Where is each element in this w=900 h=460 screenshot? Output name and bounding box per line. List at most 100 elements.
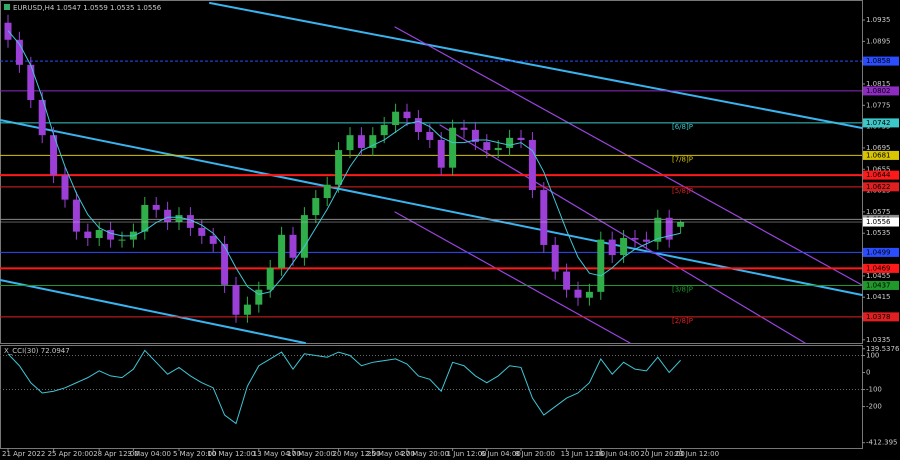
candle-body <box>631 238 639 240</box>
candle-body <box>392 111 400 126</box>
y-tick-label: 1.0335 <box>866 336 891 344</box>
level-tag: [6/8]P <box>672 123 693 131</box>
candle-body <box>574 289 582 298</box>
candle-body <box>38 99 46 136</box>
candle-body <box>289 234 297 258</box>
y-tick-label: 1.0935 <box>866 16 891 24</box>
candle-body <box>346 135 354 151</box>
level-price-label: 1.0644 <box>866 171 891 179</box>
level-price-label: 1.0499 <box>866 248 891 256</box>
x-tick-label: 16 Jun 04:00 <box>595 450 639 458</box>
x-tick-label: 5 May 20:00 <box>173 450 217 458</box>
candle-body <box>221 243 229 285</box>
candle-body <box>449 127 457 168</box>
candle-body <box>152 204 160 210</box>
y-tick-label: 1.0895 <box>866 37 891 45</box>
level-price-box <box>863 263 899 273</box>
y-tick-label: -100 <box>866 386 882 394</box>
candle-body <box>585 291 593 298</box>
x-tick-label: 1 Jun 12:00 <box>447 450 487 458</box>
cci-panel-frame <box>0 345 863 449</box>
candle-body <box>471 129 479 143</box>
x-tick-label: 8 Jun 20:00 <box>515 450 555 458</box>
candle-body <box>118 239 126 241</box>
level-price-label: 1.0378 <box>866 313 891 321</box>
y-tick-label: 139.5376 <box>866 345 900 353</box>
candle-body <box>460 127 468 130</box>
candle-body <box>426 131 434 140</box>
x-tick-label: 25 May 04:00 <box>367 450 415 458</box>
level-price-label: 1.0437 <box>866 281 891 289</box>
trend-line <box>0 279 306 344</box>
y-tick-label: 1.0695 <box>866 144 891 152</box>
level-price-label: 1.0681 <box>866 151 891 159</box>
candle-body <box>300 215 308 258</box>
channel-line <box>394 211 631 344</box>
candle-body <box>494 147 502 151</box>
candle-body <box>437 139 445 168</box>
candle-body <box>506 137 514 148</box>
level-price-box <box>863 150 899 160</box>
candle-body <box>198 227 206 236</box>
candle-body <box>255 289 263 305</box>
x-tick-label: 20 Jun 20:00 <box>640 450 684 458</box>
level-price-box <box>863 280 899 290</box>
y-tick-label: 1.0775 <box>866 101 891 109</box>
cci-line <box>7 349 681 425</box>
x-tick-label: 13 May 04:00 <box>253 450 301 458</box>
level-price-box <box>863 170 899 180</box>
cci-header: X_CCI(30) 72.0947 <box>4 347 70 355</box>
symbol: EURUSD,H4 <box>13 4 55 12</box>
header-close: 1.0556 <box>137 4 162 12</box>
candle-body <box>414 118 422 132</box>
candle-body <box>483 142 491 151</box>
level-price-label: 1.0742 <box>866 119 891 127</box>
moving-average <box>7 30 681 296</box>
candle-body <box>620 238 628 256</box>
y-tick-label: 1.0575 <box>866 208 891 216</box>
level-price-box <box>863 247 899 257</box>
candle-body <box>164 209 172 223</box>
y-tick-label: 1.0655 <box>866 165 891 173</box>
cci-last: 72.0947 <box>41 347 70 355</box>
price-panel-frame <box>0 0 863 344</box>
symbol-icon <box>4 4 10 10</box>
x-tick-label: 10 May 12:00 <box>207 450 255 458</box>
level-price-box <box>863 118 899 128</box>
current-price-box <box>863 217 899 227</box>
candle-body <box>312 198 320 216</box>
header-low: 1.0535 <box>110 4 135 12</box>
trend-lines <box>0 2 863 344</box>
y-tick-label: -412.395 <box>866 439 897 447</box>
candle-body <box>84 231 92 239</box>
x-tick-label: 6 Jun 04:00 <box>481 450 521 458</box>
candle-body <box>403 111 411 119</box>
x-tick-label: 17 May 20:00 <box>287 450 335 458</box>
level-price-label: 1.0622 <box>866 183 891 191</box>
y-tick-label: -200 <box>866 403 882 411</box>
candle-body <box>563 271 571 290</box>
y-tick-label: 1.0815 <box>866 80 891 88</box>
header-high: 1.0559 <box>83 4 108 12</box>
x-tick-label: 20 May 12:00 <box>333 450 381 458</box>
current-price-label: 1.0556 <box>866 218 891 226</box>
candle-body <box>608 239 616 256</box>
candle-body <box>642 239 650 242</box>
x-tick-label: 27 May 20:00 <box>401 450 449 458</box>
candle-body <box>186 215 194 228</box>
candle-body <box>323 184 331 199</box>
y-tick-label: 0 <box>866 369 870 377</box>
level-price-box <box>863 86 899 96</box>
y-tick-label: 1.0535 <box>866 229 891 237</box>
candle-body <box>380 125 388 136</box>
candle-body <box>665 217 673 240</box>
candle-body <box>528 139 536 191</box>
level-tag: [2/8]P <box>672 317 693 325</box>
x-tick-label: 28 Apr 12:00 <box>93 450 139 458</box>
cci-title: X_CCI(30) <box>4 347 39 355</box>
level-price-box <box>863 312 899 322</box>
candle-body <box>597 239 605 292</box>
candle-body <box>50 135 58 176</box>
candle-body <box>175 215 183 223</box>
